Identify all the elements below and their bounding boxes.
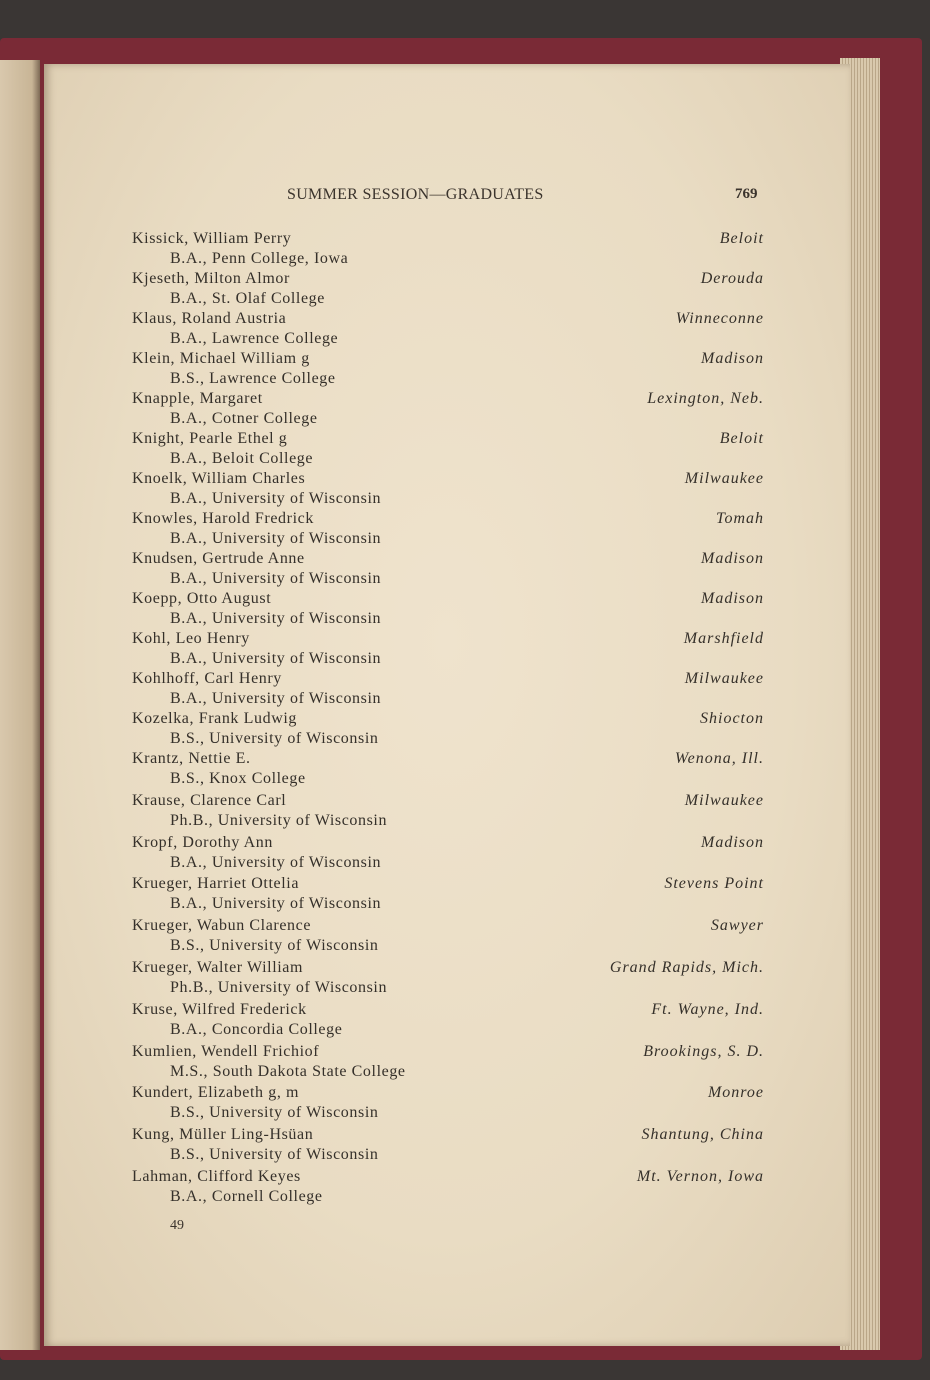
entry-degree: B.A., St. Olaf College: [170, 290, 325, 307]
entry-name: Kohlhoff, Carl Henry: [132, 670, 282, 687]
entry-name: Kozelka, Frank Ludwig: [132, 710, 298, 727]
entry-degree: B.A., University of Wisconsin: [170, 690, 382, 707]
signature-mark: 49: [170, 1218, 184, 1233]
entry-name: Krueger, Wabun Clarence: [132, 917, 312, 935]
entry-place: Madison: [701, 550, 764, 567]
entry-name: Knudsen, Gertrude Anne: [132, 550, 305, 567]
page-number: 769: [735, 186, 758, 202]
running-header: SUMMER SESSION—GRADUATES: [287, 186, 544, 203]
entry-degree: B.A., University of Wisconsin: [170, 895, 382, 913]
entry-place: Wenona, Ill.: [674, 750, 764, 767]
entry-place: Madison: [701, 833, 764, 851]
entry-degree: B.A., Cotner College: [170, 410, 318, 427]
entry-degree: B.S., Knox College: [170, 770, 306, 787]
entry-degree: M.S., South Dakota State College: [170, 1062, 406, 1080]
entry-place: Monroe: [707, 1084, 764, 1102]
entry-degree: B.A., Concordia College: [170, 1020, 343, 1038]
entry-degree: B.S., Lawrence College: [170, 370, 336, 387]
entry-name: Krantz, Nettie E.: [132, 750, 251, 767]
entry-degree: B.S., University of Wisconsin: [170, 937, 379, 955]
entry-name: Klein, Michael William g: [132, 350, 310, 367]
entry-degree: B.A., University of Wisconsin: [170, 650, 382, 667]
entry-name: Kissick, William Perry: [132, 230, 292, 247]
entry-name: Krueger, Walter William: [132, 959, 304, 976]
facing-page-edge: [0, 60, 40, 1350]
entry-name: Krueger, Harriet Ottelia: [132, 875, 300, 893]
entry-place: Lexington, Neb.: [647, 390, 764, 407]
entry-place: Shantung, China: [641, 1126, 764, 1144]
entry-degree: B.S., University of Wisconsin: [170, 1104, 379, 1122]
entry-name: Lahman, Clifford Keyes: [132, 1168, 301, 1185]
entry-place: Sawyer: [710, 917, 764, 935]
entry-name: Kjeseth, Milton Almor: [132, 270, 290, 287]
entry-degree: B.A., Penn College, Iowa: [170, 250, 349, 267]
entry-name: Knapple, Margaret: [132, 390, 263, 407]
entry-place: Grand Rapids, Mich.: [609, 959, 764, 976]
entry-place: Marshfield: [683, 630, 764, 647]
entry-name: Klaus, Roland Austria: [132, 310, 287, 327]
entry-degree: B.S., University of Wisconsin: [170, 1146, 379, 1164]
entry-name: Knowles, Harold Fredrick: [132, 510, 314, 527]
entry-degree: B.A., University of Wisconsin: [170, 610, 382, 627]
entry-degree: Ph.B., University of Wisconsin: [170, 979, 388, 996]
entry-place: Brookings, S. D.: [643, 1042, 764, 1060]
entry-place: Milwaukee: [684, 791, 764, 809]
entry-place: Beloit: [719, 230, 764, 247]
entry-place: Madison: [701, 350, 764, 367]
entry-place: Madison: [701, 590, 764, 607]
entry-name: Koepp, Otto August: [132, 590, 272, 607]
entry-place: Ft. Wayne, Ind.: [651, 1000, 764, 1018]
entry-place: Tomah: [716, 510, 764, 527]
entry-degree: B.A., Cornell College: [170, 1188, 323, 1205]
entry-degree: Ph.B., University of Wisconsin: [170, 811, 388, 829]
entry-place: Shiocton: [700, 710, 764, 727]
entry-place: Milwaukee: [684, 670, 764, 687]
entry-degree: B.A., Lawrence College: [170, 330, 339, 347]
entry-place: Stevens Point: [664, 875, 764, 893]
entry-name: Knight, Pearle Ethel g: [132, 430, 288, 447]
entry-name: Kruse, Wilfred Frederick: [132, 1000, 307, 1018]
entry-place: Milwaukee: [684, 470, 764, 487]
entry-place: Derouda: [700, 270, 764, 287]
entry-name: Kumlien, Wendell Frichiof: [132, 1042, 320, 1060]
entry-name: Kropf, Dorothy Ann: [132, 833, 274, 851]
entry-name: Knoelk, William Charles: [132, 470, 306, 487]
entry-degree: B.A., University of Wisconsin: [170, 853, 382, 871]
entry-name: Krause, Clarence Carl: [132, 791, 287, 809]
entry-place: Beloit: [719, 430, 764, 447]
entry-name: Kung, Müller Ling-Hsüan: [132, 1126, 314, 1144]
entry-name: Kohl, Leo Henry: [132, 630, 250, 647]
book-page: [44, 64, 850, 1346]
entry-name: Kundert, Elizabeth g, m: [132, 1084, 300, 1102]
entry-degree: B.A., University of Wisconsin: [170, 530, 382, 547]
entry-degree: B.A., University of Wisconsin: [170, 490, 382, 507]
entry-place: Winneconne: [675, 310, 764, 327]
entry-place: Mt. Vernon, Iowa: [636, 1168, 764, 1185]
entry-degree: B.S., University of Wisconsin: [170, 730, 379, 747]
entry-degree: B.A., University of Wisconsin: [170, 570, 382, 587]
entry-degree: B.A., Beloit College: [170, 450, 314, 467]
